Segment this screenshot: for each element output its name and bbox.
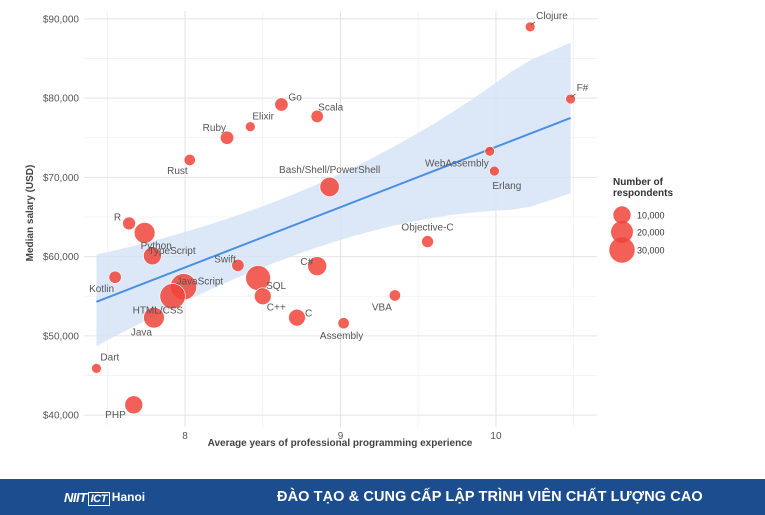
point-label: Assembly [320,331,363,342]
data-point [489,165,500,177]
data-point [524,21,536,33]
point-label: Swift [214,254,236,265]
data-point [231,258,245,272]
y-axis-title: Median salary (USD) [25,165,36,262]
point-label: Java [131,328,153,339]
footer-slogan: ĐÀO TẠO & CUNG CẤP LẬP TRÌNH VIÊN CHẤT L… [277,489,703,505]
data-point [421,235,434,248]
point-label: Erlang [492,181,521,192]
point-label: Elixir [252,112,274,123]
legend-label: 10,000 [637,211,665,221]
legend-title: respondents [613,188,673,199]
label-leader [530,21,536,26]
scatter-chart: Clojure F# Go Scala Elixir Ruby Rust WebAssembl… [25,11,673,449]
point-label: PHP [105,410,126,421]
data-point [307,256,327,276]
point-label: Ruby [203,123,226,134]
x-axis-title: Average years of professional programmin… [208,438,473,449]
data-point [245,121,256,132]
brand-logo: NIIT ICT Hanoi [64,488,145,506]
legend-label: 20,000 [637,228,665,238]
x-tick-label: 8 [182,431,188,442]
data-point [183,154,196,166]
point-label: C# [300,257,313,268]
logo-text: NIIT [64,489,87,505]
point-label: SQL [266,281,286,292]
legend-swatch [613,206,631,224]
data-point [337,317,350,330]
data-point [484,146,495,157]
point-label: Bash/Shell/PowerShell [279,165,380,176]
point-label: VBA [372,302,392,313]
data-point [220,130,234,145]
data-point [388,289,401,302]
y-tick-label: $70,000 [43,173,80,184]
point-label: TypeScript [148,246,195,257]
data-point [143,246,162,266]
x-tick-label: 9 [338,431,344,442]
point-label: Objective-C [401,223,453,234]
data-point [133,222,156,244]
x-tick-label: 10 [490,431,502,442]
legend-label: 30,000 [637,246,665,256]
point-label: Rust [167,166,188,177]
y-tick-label: $60,000 [43,252,80,263]
y-tick-label: $40,000 [43,411,80,422]
data-point [319,176,340,197]
point-label: F# [577,83,589,94]
label-leader [571,93,576,98]
data-point [288,308,306,327]
data-point [254,287,272,305]
point-label: Clojure [536,11,568,22]
data-point [143,306,165,329]
legend-swatch [611,221,633,243]
point-label: C++ [267,302,286,313]
point-label: C [305,309,312,320]
y-tick-label: $80,000 [43,94,80,105]
footer-banner: NIIT ICT Hanoi ĐÀO TẠO & CUNG CẤP LẬP TRÌ… [0,479,765,515]
point-label: R [114,212,121,223]
data-point [108,270,122,284]
data-point [122,216,136,231]
data-point [91,363,102,374]
point-label: Dart [100,352,119,363]
y-tick-label: $90,000 [43,14,80,25]
logo-city: Hanoi [111,490,146,504]
point-label: JavaScript [176,277,223,288]
data-point [124,395,144,415]
data-point [310,109,324,123]
data-point [274,97,289,112]
legend-swatch [609,237,635,263]
point-label: Kotlin [89,284,114,295]
point-label: HTML/CSS [133,305,184,316]
point-label: Scala [318,102,343,113]
data-point [565,93,576,105]
data-point [159,283,186,310]
logo-word: NIIT ICT [64,489,112,506]
point-label: Go [288,93,302,104]
logo-number: ICT [87,491,110,506]
legend-title: Number of [613,177,664,188]
point-label: WebAssembly [425,158,489,169]
point-label: Python [141,241,172,252]
y-tick-label: $50,000 [43,331,80,342]
